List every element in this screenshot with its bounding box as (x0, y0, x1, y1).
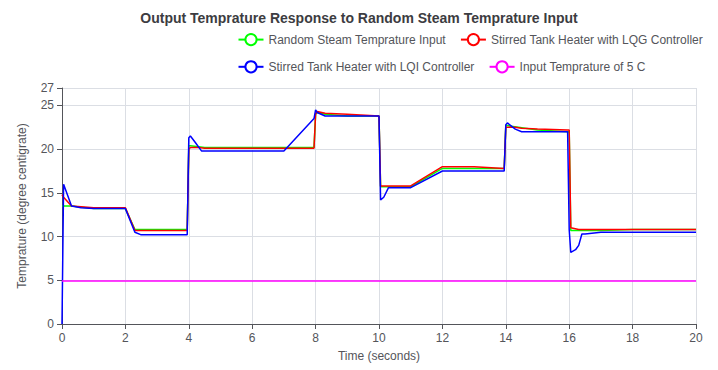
svg-text:Time (seconds): Time (seconds) (338, 349, 420, 363)
svg-text:Stirred Tank Heater with LQG C: Stirred Tank Heater with LQG Controller (491, 33, 703, 47)
svg-text:20: 20 (689, 331, 703, 345)
svg-text:0: 0 (59, 331, 66, 345)
svg-text:16: 16 (563, 331, 577, 345)
svg-text:4: 4 (185, 331, 192, 345)
svg-text:2: 2 (122, 331, 129, 345)
svg-text:27: 27 (41, 81, 55, 95)
svg-text:8: 8 (312, 331, 319, 345)
svg-text:25: 25 (41, 98, 55, 112)
svg-text:Input Temprature of 5 C: Input Temprature of 5 C (520, 60, 646, 74)
svg-text:Random Steam Temprature Input: Random Steam Temprature Input (268, 33, 446, 47)
svg-text:10: 10 (41, 230, 55, 244)
svg-text:15: 15 (41, 186, 55, 200)
svg-text:5: 5 (47, 273, 54, 287)
svg-text:Temprature (degree centigrate): Temprature (degree centigrate) (15, 123, 29, 288)
svg-text:20: 20 (41, 142, 55, 156)
svg-text:12: 12 (436, 331, 450, 345)
svg-text:0: 0 (47, 317, 54, 331)
svg-text:10: 10 (372, 331, 386, 345)
svg-text:Output Temprature Response to: Output Temprature Response to Random Ste… (140, 10, 578, 26)
svg-text:6: 6 (249, 331, 256, 345)
svg-text:18: 18 (626, 331, 640, 345)
svg-text:Stirred Tank Heater with LQI C: Stirred Tank Heater with LQI Controller (268, 60, 474, 74)
svg-text:14: 14 (499, 331, 513, 345)
